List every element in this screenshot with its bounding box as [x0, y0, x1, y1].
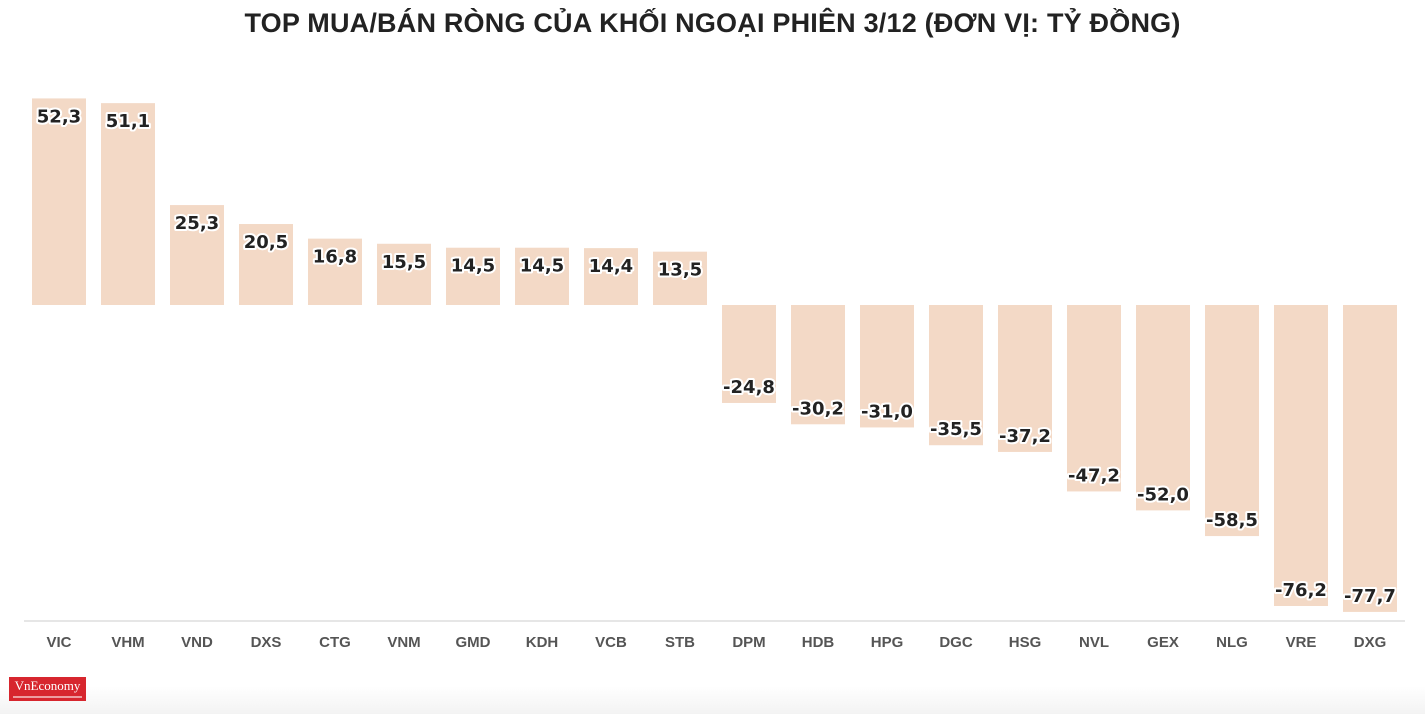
category-label-kdh: KDH — [526, 634, 559, 651]
bar-vhm — [101, 103, 155, 305]
value-label-vnd: 25,3 — [175, 213, 219, 234]
value-label-kdh: 14,5 — [520, 256, 564, 277]
category-label-dgc: DGC — [939, 634, 973, 651]
bar-hdb — [791, 305, 845, 425]
bar-hpg — [860, 305, 914, 428]
category-label-vcb: VCB — [595, 634, 627, 651]
value-label-vnm: 15,5 — [382, 252, 426, 273]
category-label-gmd: GMD — [456, 634, 491, 651]
logo-text: VnEconomy — [14, 678, 81, 693]
bar-gmd — [446, 247, 500, 305]
category-label-vnm: VNM — [387, 634, 420, 651]
vneconomy-logo: VnEconomy — [9, 677, 86, 701]
category-label-hdb: HDB — [802, 634, 835, 651]
value-label-nvl: -47,2 — [1068, 465, 1120, 486]
bar-dpm — [722, 305, 776, 403]
category-label-ctg: CTG — [319, 634, 351, 651]
value-label-hsg: -37,2 — [999, 426, 1051, 447]
value-label-ctg: 16,8 — [313, 247, 357, 268]
category-label-vre: VRE — [1286, 634, 1317, 651]
bar-dxg — [1343, 305, 1397, 612]
category-label-nvl: NVL — [1079, 634, 1109, 651]
bar-hsg — [998, 305, 1052, 452]
bar-vcb — [584, 248, 638, 305]
chart-title: TOP MUA/BÁN RÒNG CỦA KHỐI NGOẠI PHIÊN 3/… — [244, 8, 1181, 38]
category-label-dpm: DPM — [732, 634, 765, 651]
bar-nvl — [1067, 305, 1121, 492]
category-label-dxg: DXG — [1354, 634, 1387, 651]
value-label-dgc: -35,5 — [930, 419, 982, 440]
value-label-vic: 52,3 — [37, 106, 81, 127]
category-label-stb: STB — [665, 634, 695, 651]
category-label-dxs: DXS — [251, 634, 282, 651]
bar-gex — [1136, 305, 1190, 511]
bar-vic — [32, 98, 86, 305]
footer-band — [0, 686, 1425, 714]
category-label-gex: GEX — [1147, 634, 1179, 651]
bar-stb — [653, 251, 707, 305]
bar-vnd — [170, 205, 224, 305]
value-label-hpg: -31,0 — [861, 401, 913, 422]
category-label-vic: VIC — [46, 634, 71, 651]
bar-vre — [1274, 305, 1328, 606]
bar-vnm — [377, 243, 431, 305]
bar-dgc — [929, 305, 983, 446]
bar-ctg — [308, 238, 362, 305]
category-label-hpg: HPG — [871, 634, 904, 651]
value-label-dxg: -77,7 — [1344, 586, 1396, 607]
logo-tagline-mark — [13, 696, 82, 698]
value-label-dxs: 20,5 — [244, 232, 288, 253]
category-label-vhm: VHM — [111, 634, 144, 651]
value-label-hdb: -30,2 — [792, 398, 844, 419]
category-label-vnd: VND — [181, 634, 213, 651]
category-label-nlg: NLG — [1216, 634, 1248, 651]
value-label-vhm: 51,1 — [106, 111, 150, 132]
bar-nlg — [1205, 305, 1259, 537]
value-label-gex: -52,0 — [1137, 484, 1189, 505]
value-label-stb: 13,5 — [658, 260, 702, 281]
bar-kdh — [515, 247, 569, 305]
value-label-gmd: 14,5 — [451, 256, 495, 277]
value-label-vre: -76,2 — [1275, 580, 1327, 601]
value-label-dpm: -24,8 — [723, 377, 775, 398]
category-label-hsg: HSG — [1009, 634, 1042, 651]
value-label-nlg: -58,5 — [1206, 510, 1258, 531]
bar-dxs — [239, 224, 293, 305]
value-label-vcb: 14,4 — [589, 256, 633, 277]
